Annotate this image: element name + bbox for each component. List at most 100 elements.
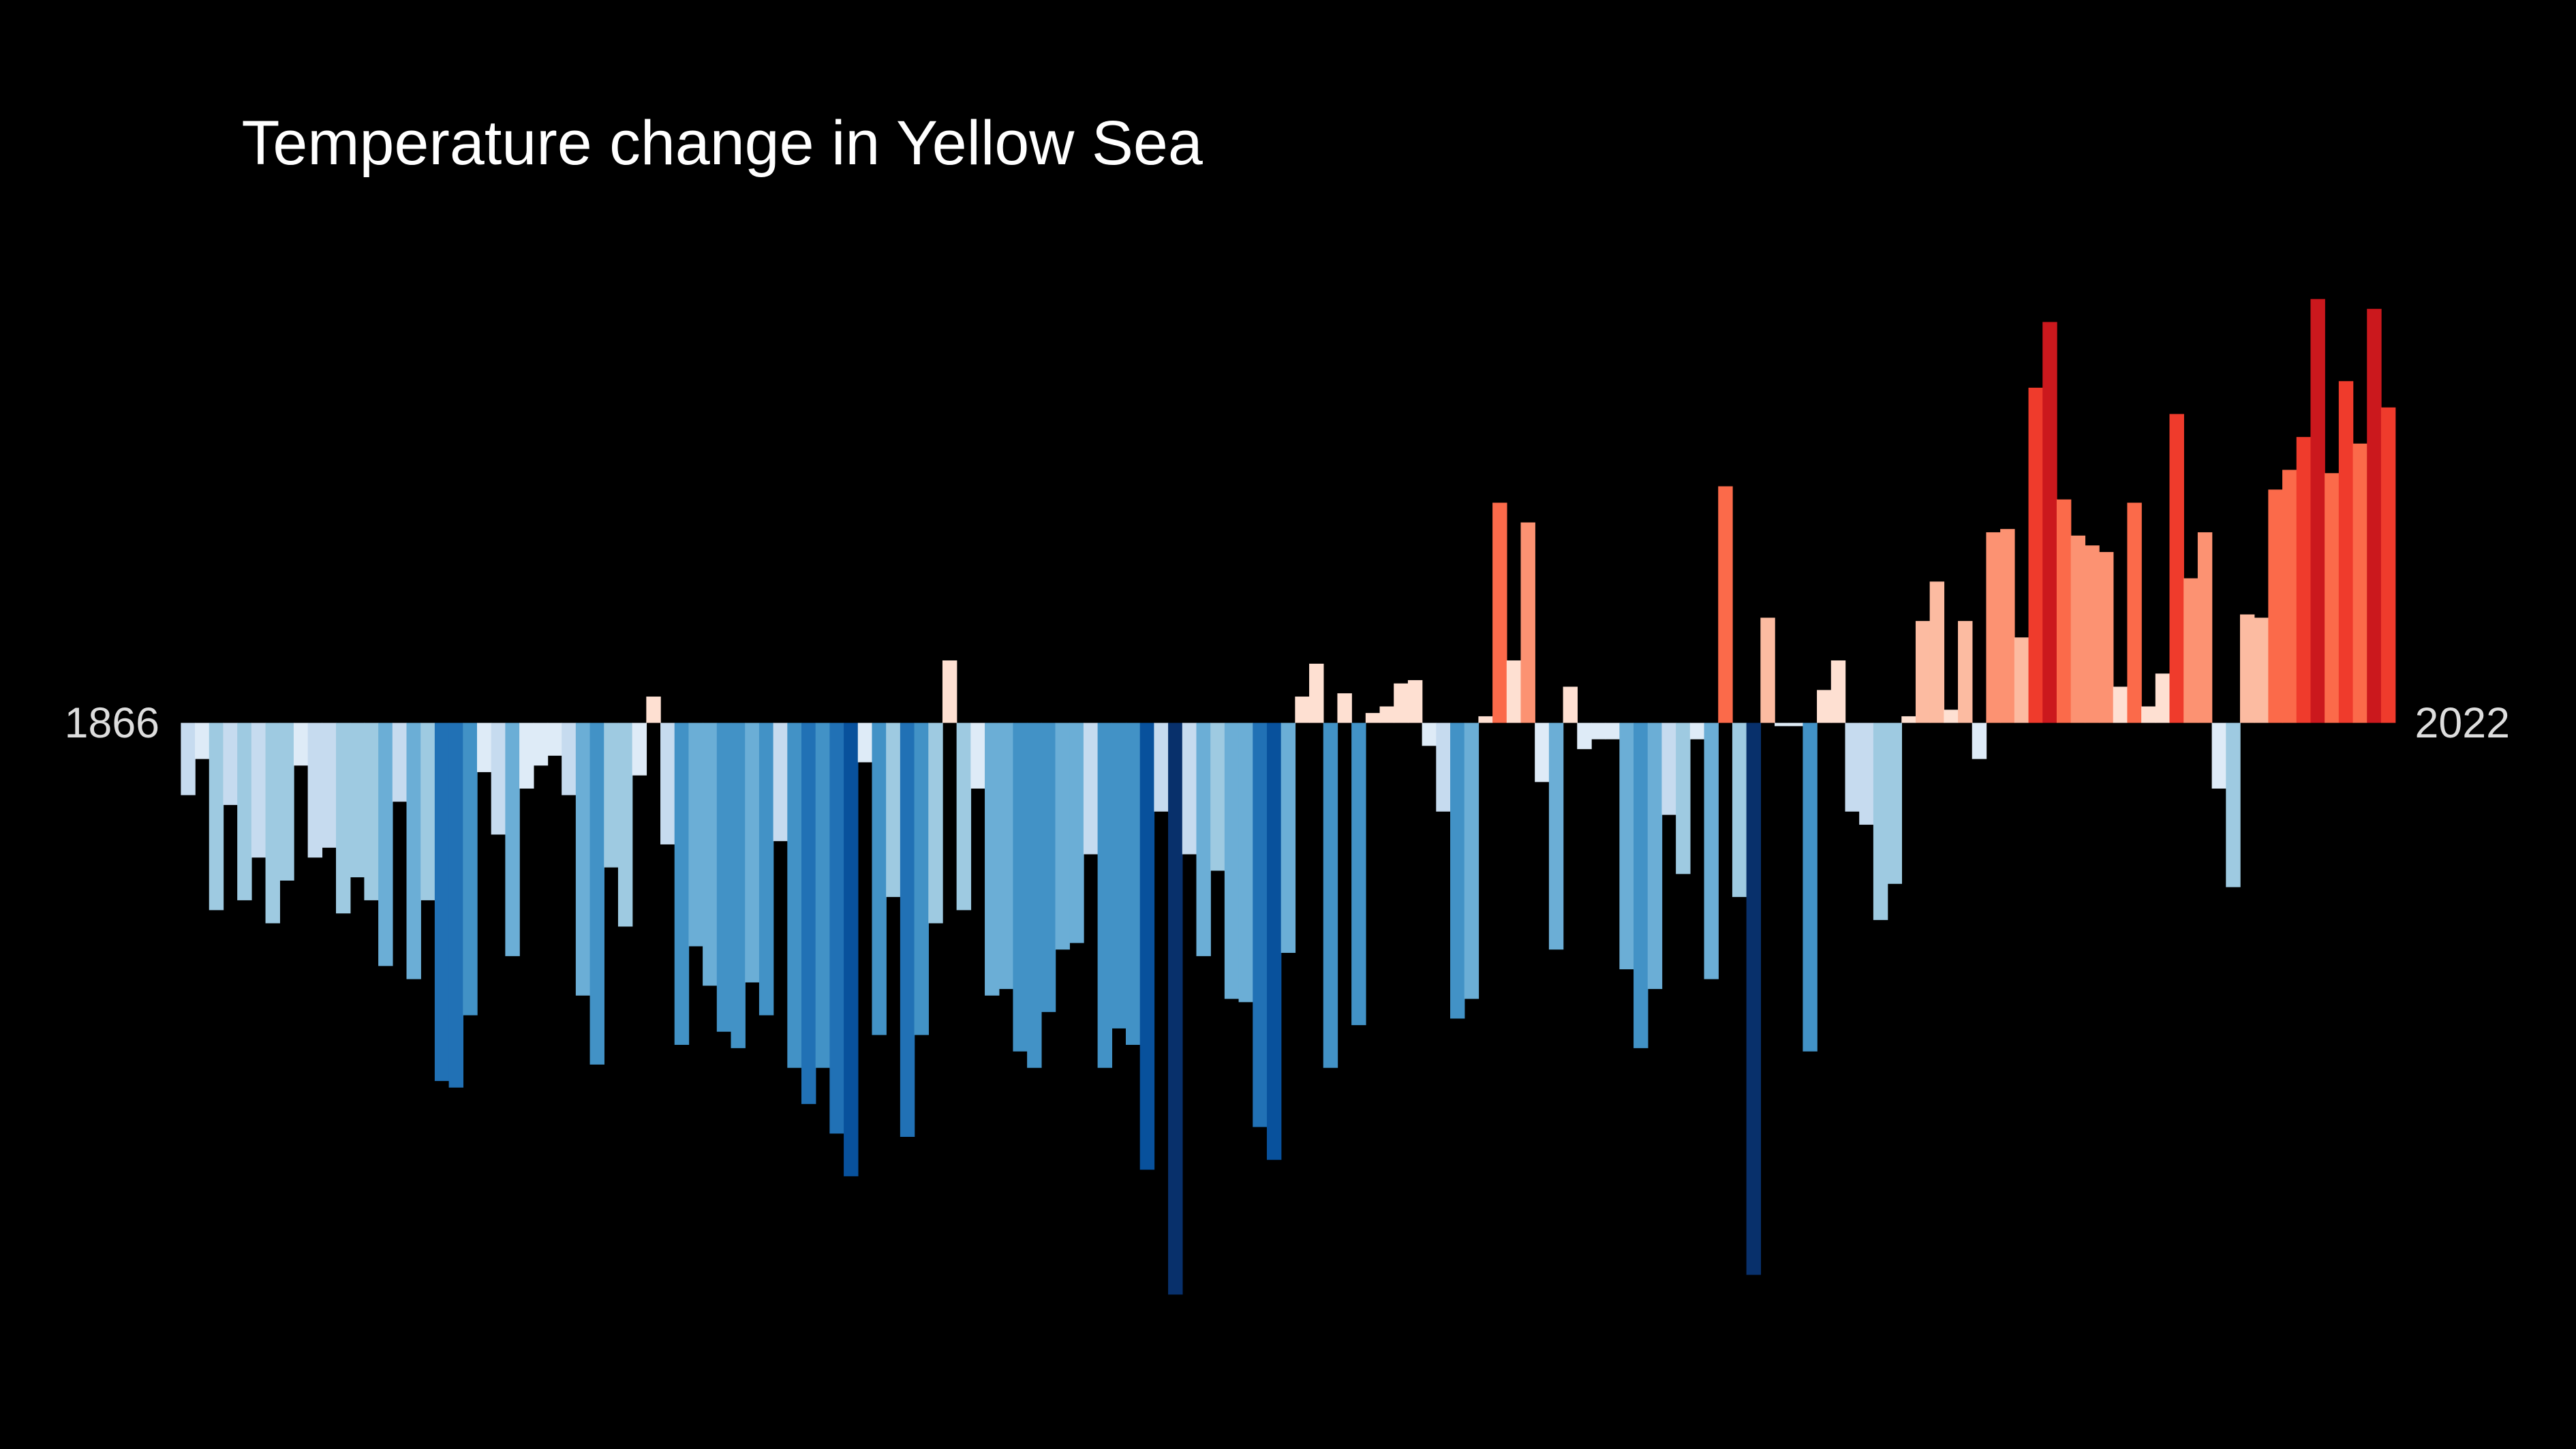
year-label: 1866	[65, 699, 159, 747]
bar	[1154, 722, 1169, 812]
bar	[505, 722, 520, 956]
bar	[223, 722, 238, 806]
bar	[815, 722, 831, 1068]
bar	[1210, 722, 1225, 871]
bar	[1407, 680, 1423, 723]
bar	[2211, 722, 2227, 789]
bar	[900, 722, 915, 1138]
bar	[336, 722, 351, 914]
bar	[844, 722, 859, 1176]
bar	[1464, 722, 1479, 999]
bar	[1379, 706, 1394, 723]
bar	[2352, 443, 2367, 723]
bar	[209, 722, 224, 911]
bar	[1224, 722, 1240, 999]
bar	[2042, 322, 2057, 723]
bar	[406, 722, 421, 979]
bar	[617, 722, 633, 927]
bar	[1689, 722, 1705, 739]
bar	[1520, 522, 1535, 723]
bar	[1506, 660, 1522, 723]
bar	[265, 722, 280, 924]
bar	[293, 722, 309, 766]
bar	[2014, 637, 2029, 723]
year-label: 2022	[2415, 699, 2510, 747]
bar	[857, 722, 873, 763]
bar	[2338, 381, 2354, 723]
bar	[1591, 722, 1606, 739]
bar	[1492, 502, 1507, 723]
bar	[1422, 722, 1437, 746]
bar	[1365, 713, 1381, 723]
bar	[322, 722, 337, 848]
bar	[646, 697, 661, 723]
bar	[1647, 722, 1663, 990]
bar	[350, 722, 365, 878]
bar	[1337, 693, 1352, 723]
bar	[1915, 621, 1931, 723]
bar	[2085, 545, 2100, 723]
bar	[1873, 722, 1888, 920]
bar	[575, 722, 591, 996]
bar	[1605, 722, 1621, 739]
bar	[491, 722, 506, 835]
bar	[745, 722, 760, 983]
bar	[476, 722, 492, 772]
chart-title: Temperature change in Yellow Sea	[242, 108, 1203, 178]
bar	[562, 722, 577, 795]
bar	[1097, 722, 1113, 1068]
bar	[773, 722, 788, 842]
bar	[1253, 722, 1268, 1127]
bar	[1619, 722, 1634, 970]
bar	[914, 722, 929, 1035]
bar	[463, 722, 478, 1016]
bar	[251, 722, 266, 858]
bar	[2282, 470, 2297, 723]
bar	[2127, 502, 2142, 723]
bar	[1394, 683, 1409, 723]
bar	[2028, 387, 2043, 723]
bar	[758, 722, 774, 1016]
bar	[886, 722, 901, 898]
bar	[2197, 532, 2213, 723]
bar	[1986, 532, 2001, 723]
bar	[1027, 722, 1042, 1068]
bar	[2113, 686, 2128, 723]
bar	[2141, 706, 2156, 723]
bar	[928, 722, 943, 924]
bar	[2056, 499, 2072, 723]
bar	[787, 722, 802, 1068]
bar	[2310, 299, 2325, 723]
bar	[1718, 486, 1733, 723]
bar	[660, 722, 675, 844]
bar	[1168, 722, 1183, 1295]
bar	[1055, 722, 1070, 950]
bar	[1478, 716, 1493, 723]
bar	[1436, 722, 1451, 812]
bar	[1859, 722, 1874, 825]
bar	[1266, 722, 1282, 1160]
bar	[547, 722, 562, 756]
bar	[1563, 686, 1578, 723]
bar	[420, 722, 435, 900]
bar	[1013, 722, 1028, 1052]
bar	[1634, 722, 1649, 1048]
bar	[1548, 722, 1564, 950]
bar	[279, 722, 294, 881]
bar	[1196, 722, 1211, 956]
bar	[1351, 722, 1366, 1026]
bar	[716, 722, 732, 1032]
bar	[1450, 722, 1465, 1019]
bar	[703, 722, 718, 986]
bar	[195, 722, 210, 759]
bar	[1958, 621, 1973, 723]
bar	[1845, 722, 1860, 812]
bar	[674, 722, 690, 1046]
bar	[1929, 581, 1945, 723]
bar	[970, 722, 985, 789]
bar	[2254, 617, 2269, 723]
bar	[1830, 660, 1846, 723]
bar	[589, 722, 604, 1065]
